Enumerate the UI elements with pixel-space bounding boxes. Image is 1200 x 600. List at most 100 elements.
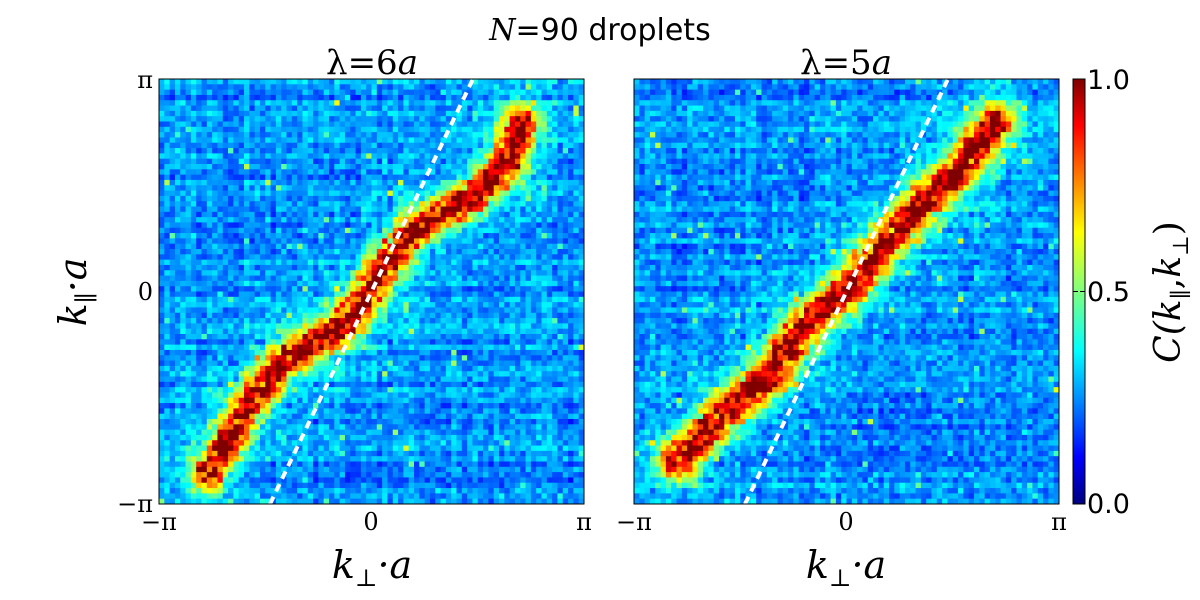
heatmap-cell: [514, 371, 521, 377]
heatmap-cell: [238, 291, 245, 298]
heatmap-cell: [180, 323, 186, 330]
heatmap-cell: [355, 110, 362, 117]
heatmap-cell: [376, 169, 383, 176]
heatmap-cell: [520, 227, 526, 234]
heatmap-cell: [568, 259, 574, 266]
heatmap-cell: [360, 376, 367, 383]
heatmap-cell: [408, 307, 415, 314]
heatmap-cell: [429, 392, 436, 399]
heatmap-cell: [355, 334, 362, 340]
heatmap-cell: [493, 254, 500, 261]
heatmap-cell: [546, 179, 553, 186]
heatmap-cell: [382, 339, 388, 346]
heatmap-cell: [403, 126, 410, 133]
heatmap-cell: [398, 296, 404, 303]
heatmap-cell: [307, 291, 314, 298]
heatmap-cell: [249, 158, 256, 165]
heatmap-cell: [392, 179, 399, 186]
heatmap-cell: [318, 264, 325, 271]
heatmap-cell: [408, 349, 415, 356]
heatmap-cell: [350, 169, 356, 176]
heatmap-cell: [472, 296, 479, 303]
heatmap-cell: [472, 371, 479, 377]
heatmap-cell: [185, 174, 192, 181]
heatmap-cell: [562, 355, 569, 361]
heatmap-cell: [499, 201, 505, 207]
heatmap-cell: [318, 201, 325, 207]
heatmap-cell: [212, 142, 218, 149]
heatmap-cell: [270, 89, 277, 96]
heatmap-cell: [159, 334, 165, 340]
heatmap-cell: [366, 339, 372, 346]
heatmap-cell: [360, 211, 367, 218]
heatmap-cell: [371, 233, 378, 239]
heatmap-cell: [461, 132, 468, 138]
heatmap-cell: [159, 403, 165, 409]
heatmap-cell: [164, 190, 171, 197]
heatmap-cell: [286, 360, 293, 367]
heatmap-cell: [275, 201, 282, 207]
heatmap-cell: [536, 217, 542, 223]
heatmap-cell: [557, 296, 564, 303]
heatmap-cell: [573, 190, 580, 197]
heatmap-cell: [483, 206, 489, 213]
heatmap-cell: [488, 371, 495, 377]
heatmap-cell: [238, 286, 245, 292]
heatmap-cell: [392, 339, 399, 346]
heatmap-cell: [217, 286, 224, 292]
heatmap-cell: [270, 371, 277, 377]
heatmap-cell: [546, 89, 553, 96]
heatmap-cell: [440, 291, 447, 298]
heatmap-cell: [180, 158, 186, 165]
heatmap-cell: [514, 403, 521, 409]
heatmap-cell: [530, 137, 537, 144]
heatmap-cell: [557, 259, 564, 266]
heatmap-cell: [233, 349, 240, 356]
heatmap-cell: [228, 307, 234, 314]
heatmap-cell: [504, 185, 511, 191]
heatmap-cell: [350, 349, 356, 356]
heatmap-cell: [286, 286, 293, 292]
heatmap-cell: [429, 376, 436, 383]
heatmap-cell: [440, 238, 447, 245]
heatmap-cell: [249, 206, 256, 213]
heatmap-cell: [334, 365, 341, 372]
heatmap-cell: [286, 233, 293, 239]
heatmap-cell: [270, 392, 277, 399]
heatmap-cell: [254, 397, 261, 404]
heatmap-cell: [514, 100, 521, 106]
heatmap-cell: [578, 126, 585, 133]
heatmap-cell: [190, 381, 197, 388]
heatmap-cell: [488, 185, 495, 191]
heatmap-cell: [568, 211, 574, 218]
heatmap-cell: [265, 79, 271, 85]
heatmap-cell: [504, 84, 511, 91]
heatmap-cell: [552, 312, 558, 319]
heatmap-cell: [477, 318, 484, 324]
heatmap-cell: [291, 94, 298, 101]
heatmap-cell: [281, 408, 287, 415]
heatmap-cell: [573, 349, 580, 356]
heatmap-cell: [525, 397, 532, 404]
heatmap-cell: [339, 158, 346, 165]
heatmap-cell: [334, 381, 341, 388]
heatmap-cell: [323, 264, 330, 271]
heatmap-cell: [440, 105, 447, 112]
heatmap-cell: [339, 323, 346, 330]
heatmap-cell: [212, 376, 218, 383]
heatmap-cell: [159, 365, 165, 372]
heatmap-cell: [467, 392, 473, 399]
heatmap-cell: [419, 387, 426, 393]
heatmap-cell: [286, 195, 293, 202]
heatmap-cell: [164, 286, 171, 292]
heatmap-cell: [307, 339, 314, 346]
heatmap-cell: [424, 116, 431, 122]
heatmap-cell: [530, 169, 537, 176]
heatmap-cell: [281, 100, 287, 106]
heatmap-cell: [201, 254, 208, 261]
heatmap-cell: [398, 387, 404, 393]
heatmap-cell: [318, 79, 325, 85]
heatmap-cell: [530, 360, 537, 367]
heatmap-cell: [259, 116, 266, 122]
heatmap-cell: [414, 79, 420, 85]
